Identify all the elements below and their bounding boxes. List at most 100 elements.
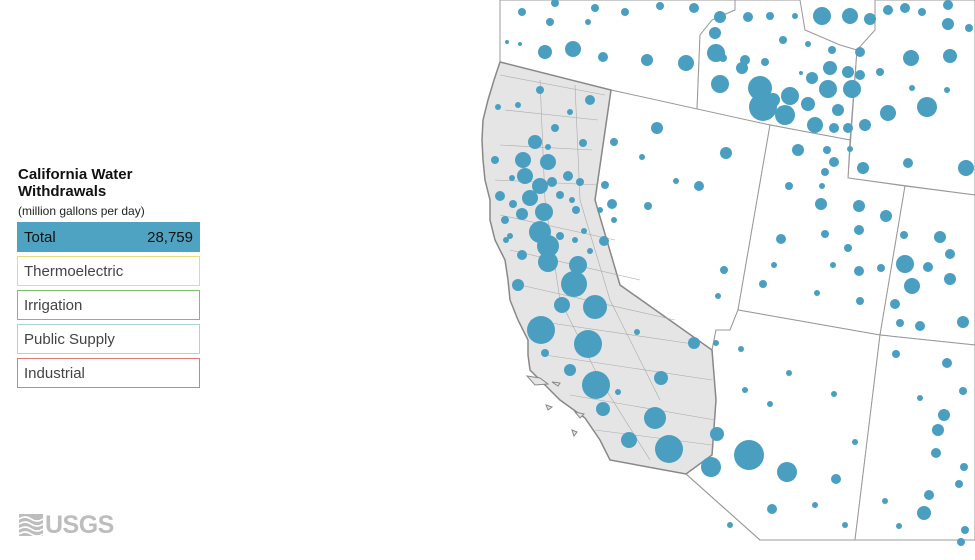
withdrawal-bubble[interactable] [587,248,593,254]
withdrawal-bubble[interactable] [585,19,591,25]
withdrawal-bubble[interactable] [814,290,820,296]
withdrawal-bubble[interactable] [923,262,933,272]
withdrawal-bubble[interactable] [581,228,587,234]
withdrawal-bubble[interactable] [574,330,602,358]
withdrawal-bubble[interactable] [943,49,957,63]
withdrawal-bubble[interactable] [538,45,552,59]
withdrawal-bubble[interactable] [727,522,733,528]
withdrawal-bubble[interactable] [567,109,573,115]
withdrawal-bubble[interactable] [823,61,837,75]
withdrawal-bubble[interactable] [761,58,769,66]
withdrawal-bubble[interactable] [694,181,704,191]
withdrawal-bubble[interactable] [815,198,827,210]
withdrawal-bubble[interactable] [720,147,732,159]
withdrawal-bubble[interactable] [965,24,973,32]
withdrawal-bubble[interactable] [932,424,944,436]
withdrawal-bubble[interactable] [843,80,861,98]
withdrawal-bubble[interactable] [799,71,803,75]
withdrawal-bubble[interactable] [792,144,804,156]
withdrawal-bubble[interactable] [563,171,573,181]
withdrawal-bubble[interactable] [714,11,726,23]
withdrawal-bubble[interactable] [938,409,950,421]
withdrawal-bubble[interactable] [505,40,509,44]
withdrawal-bubble[interactable] [615,389,621,395]
withdrawal-bubble[interactable] [785,182,793,190]
withdrawal-bubble[interactable] [547,177,557,187]
withdrawal-bubble[interactable] [528,135,542,149]
withdrawal-bubble[interactable] [656,2,664,10]
category-button-industrial[interactable]: Industrial [17,358,200,388]
withdrawal-bubble[interactable] [599,236,609,246]
withdrawal-bubble[interactable] [509,200,517,208]
withdrawal-bubble[interactable] [621,432,637,448]
withdrawal-bubble[interactable] [917,506,931,520]
withdrawal-bubble[interactable] [503,237,509,243]
withdrawal-bubble[interactable] [896,523,902,529]
withdrawal-bubble[interactable] [882,498,888,504]
withdrawal-bubble[interactable] [535,203,553,221]
category-button-thermoelectric[interactable]: Thermoelectric [17,256,200,286]
withdrawal-bubble[interactable] [806,72,818,84]
withdrawal-bubble[interactable] [931,448,941,458]
withdrawal-bubble[interactable] [532,178,548,194]
withdrawal-bubble[interactable] [918,8,926,16]
withdrawal-bubble[interactable] [856,297,864,305]
withdrawal-bubble[interactable] [546,18,554,26]
withdrawal-bubble[interactable] [585,95,595,105]
withdrawal-bubble[interactable] [516,208,528,220]
withdrawal-bubble[interactable] [501,216,509,224]
withdrawal-bubble[interactable] [673,178,679,184]
withdrawal-bubble[interactable] [903,158,913,168]
withdrawal-bubble[interactable] [828,46,836,54]
withdrawal-bubble[interactable] [801,97,815,111]
withdrawal-bubble[interactable] [507,233,513,239]
withdrawal-bubble[interactable] [786,370,792,376]
withdrawal-bubble[interactable] [830,262,836,268]
withdrawal-bubble[interactable] [775,105,795,125]
withdrawal-bubble[interactable] [776,234,786,244]
withdrawal-bubble[interactable] [518,42,522,46]
withdrawal-bubble[interactable] [536,86,544,94]
withdrawal-bubble[interactable] [831,474,841,484]
withdrawal-bubble[interactable] [960,463,968,471]
withdrawal-bubble[interactable] [591,4,599,12]
withdrawal-bubble[interactable] [597,207,603,213]
withdrawal-bubble[interactable] [711,75,729,93]
withdrawal-bubble[interactable] [518,8,526,16]
withdrawal-bubble[interactable] [915,321,925,331]
withdrawal-bubble[interactable] [961,526,969,534]
withdrawal-bubble[interactable] [777,462,797,482]
withdrawal-bubble[interactable] [903,50,919,66]
withdrawal-bubble[interactable] [556,191,564,199]
withdrawal-bubble[interactable] [720,266,728,274]
withdrawal-bubble[interactable] [688,337,700,349]
withdrawal-bubble[interactable] [710,427,724,441]
withdrawal-bubble[interactable] [655,435,683,463]
category-button-public-supply[interactable]: Public Supply [17,324,200,354]
withdrawal-bubble[interactable] [847,146,853,152]
withdrawal-bubble[interactable] [554,297,570,313]
withdrawal-bubble[interactable] [890,299,900,309]
withdrawal-bubble[interactable] [719,54,727,62]
withdrawal-bubble[interactable] [829,123,839,133]
withdrawal-bubble[interactable] [943,0,953,10]
withdrawal-bubble[interactable] [880,105,896,121]
withdrawal-bubble[interactable] [749,93,777,121]
withdrawal-bubble[interactable] [767,401,773,407]
withdrawal-bubble[interactable] [945,249,955,259]
withdrawal-bubble[interactable] [564,364,576,376]
withdrawal-bubble[interactable] [957,538,965,546]
withdrawal-bubble[interactable] [805,41,811,47]
withdrawal-bubble[interactable] [854,266,864,276]
withdrawal-bubble[interactable] [639,154,645,160]
withdrawal-bubble[interactable] [831,391,837,397]
withdrawal-bubble[interactable] [781,87,799,105]
withdrawal-bubble[interactable] [582,371,610,399]
withdrawal-bubble[interactable] [576,178,584,186]
withdrawal-bubble[interactable] [896,255,914,273]
withdrawal-bubble[interactable] [944,273,956,285]
withdrawal-bubble[interactable] [853,200,865,212]
withdrawal-bubble[interactable] [495,104,501,110]
withdrawal-bubble[interactable] [491,156,499,164]
